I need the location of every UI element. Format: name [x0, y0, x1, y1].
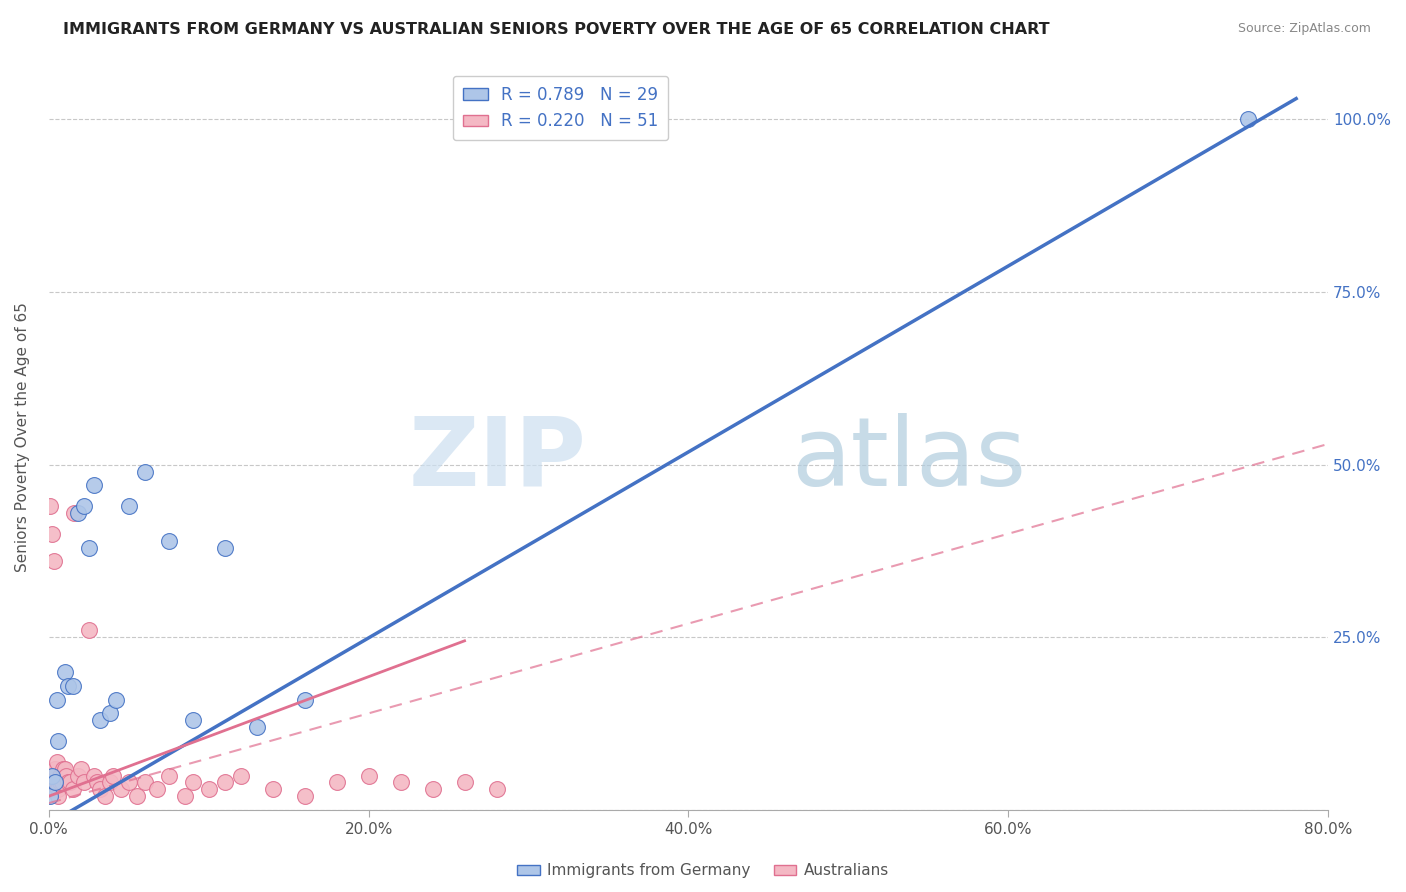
Point [262, 782, 284, 797]
Point [157, 533, 180, 548]
Point [325, 775, 347, 789]
Point [422, 782, 444, 797]
Point [229, 768, 252, 782]
Point [66, 506, 89, 520]
Point [66, 768, 89, 782]
Point [485, 782, 508, 797]
Point [453, 775, 475, 789]
Point [181, 713, 204, 727]
Point [45, 692, 67, 706]
Point [49, 768, 72, 782]
Point [45, 775, 67, 789]
Point [83, 768, 105, 782]
Point [86, 775, 108, 789]
Point [39, 499, 62, 513]
Point [52, 762, 75, 776]
Point [125, 789, 148, 804]
Text: IMMIGRANTS FROM GERMANY VS AUSTRALIAN SENIORS POVERTY OVER THE AGE OF 65 CORRELA: IMMIGRANTS FROM GERMANY VS AUSTRALIAN SE… [63, 22, 1050, 37]
Point [197, 782, 219, 797]
Point [294, 789, 316, 804]
Point [73, 775, 96, 789]
Point [63, 506, 86, 520]
Point [39, 782, 62, 797]
Point [98, 706, 121, 721]
Point [62, 782, 84, 797]
Point [49, 775, 72, 789]
Point [41, 526, 63, 541]
Point [214, 541, 236, 555]
Point [58, 775, 80, 789]
Point [45, 755, 67, 769]
Point [83, 478, 105, 492]
Point [44, 762, 66, 776]
Text: ZIP: ZIP [408, 413, 586, 506]
Point [89, 713, 111, 727]
Point [134, 775, 156, 789]
Point [181, 775, 204, 789]
Point [214, 775, 236, 789]
Point [46, 782, 69, 797]
Point [110, 782, 132, 797]
Point [77, 541, 100, 555]
Point [73, 499, 96, 513]
Point [93, 789, 115, 804]
Point [56, 679, 79, 693]
Point [42, 554, 65, 568]
Point [118, 499, 141, 513]
Point [62, 679, 84, 693]
Point [44, 782, 66, 797]
Point [246, 720, 269, 734]
Point [157, 768, 180, 782]
Point [98, 775, 121, 789]
Point [41, 768, 63, 782]
Y-axis label: Seniors Poverty Over the Age of 65: Seniors Poverty Over the Age of 65 [15, 302, 30, 572]
Point [389, 775, 412, 789]
Point [118, 775, 141, 789]
Point [39, 789, 62, 804]
Point [42, 768, 65, 782]
Point [77, 624, 100, 638]
Point [53, 762, 76, 776]
Legend: R = 0.789   N = 29, R = 0.220   N = 51: R = 0.789 N = 29, R = 0.220 N = 51 [453, 76, 668, 140]
Point [294, 692, 316, 706]
Legend: Immigrants from Germany, Australians: Immigrants from Germany, Australians [510, 857, 896, 884]
Point [146, 782, 169, 797]
Point [51, 775, 73, 789]
Point [89, 782, 111, 797]
Point [46, 789, 69, 804]
Point [357, 768, 380, 782]
Point [134, 465, 156, 479]
Point [173, 789, 195, 804]
Point [1237, 112, 1260, 127]
Text: atlas: atlas [790, 413, 1026, 506]
Point [46, 734, 69, 748]
Point [55, 768, 77, 782]
Point [69, 762, 91, 776]
Point [56, 775, 79, 789]
Text: Source: ZipAtlas.com: Source: ZipAtlas.com [1237, 22, 1371, 36]
Point [53, 665, 76, 679]
Point [41, 775, 63, 789]
Point [101, 768, 124, 782]
Point [44, 775, 66, 789]
Point [104, 692, 127, 706]
